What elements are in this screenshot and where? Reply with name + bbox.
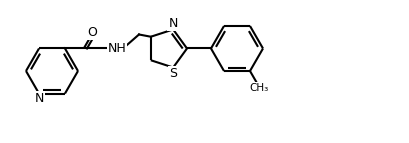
Text: S: S bbox=[169, 67, 177, 80]
Text: CH₃: CH₃ bbox=[249, 83, 268, 93]
Text: NH: NH bbox=[107, 42, 126, 55]
Text: N: N bbox=[34, 92, 44, 105]
Text: N: N bbox=[168, 17, 178, 30]
Text: O: O bbox=[87, 26, 97, 39]
